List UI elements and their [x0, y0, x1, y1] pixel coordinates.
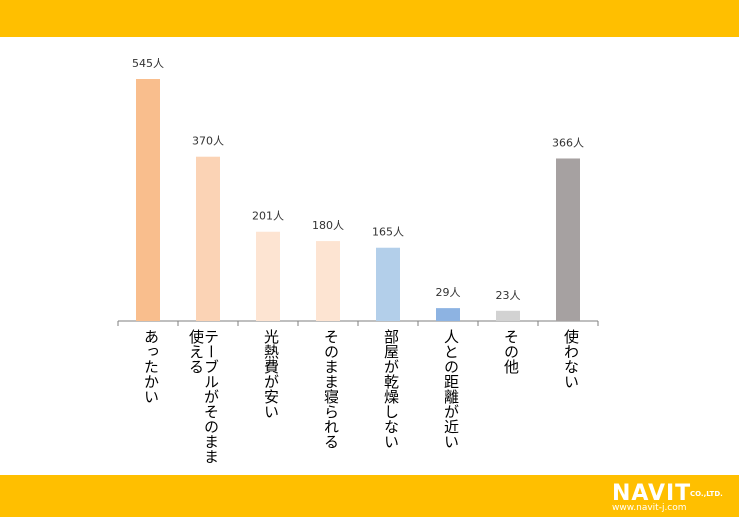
data-label: 180人	[312, 219, 344, 232]
data-label: 165人	[372, 226, 404, 239]
top-banner	[0, 0, 739, 37]
category-label: その他	[502, 329, 520, 374]
data-label: 366人	[552, 136, 584, 149]
bar	[136, 79, 160, 321]
navit-logo: NAVIT CO.,LTD. www.navit-j.com	[612, 481, 734, 515]
logo-main-text: NAVIT	[612, 481, 692, 506]
bar	[316, 241, 340, 321]
category-label: あったかい	[142, 329, 160, 404]
category-label: 人との距離が近い	[442, 329, 460, 449]
bottom-banner	[0, 475, 739, 517]
data-label: 29人	[436, 286, 461, 299]
category-label: テーブルがそのまま 使える	[187, 329, 220, 464]
bar	[496, 310, 520, 321]
category-label: そのまま寝られる	[322, 329, 340, 449]
category-label: 使わない	[562, 329, 580, 389]
data-label: 23人	[496, 289, 521, 302]
bar	[196, 156, 220, 321]
bar	[556, 158, 580, 321]
data-label: 201人	[252, 210, 284, 223]
logo-company-suffix: CO.,LTD.	[690, 490, 723, 498]
data-label: 370人	[192, 135, 224, 148]
category-label: 部屋が乾燥しない	[382, 329, 400, 449]
bar	[256, 231, 280, 321]
bar	[376, 247, 400, 321]
category-label: 光熱費が安い	[262, 329, 280, 419]
data-label: 545人	[132, 57, 164, 70]
bar	[436, 308, 460, 321]
logo-url: www.navit-j.com	[612, 503, 687, 513]
